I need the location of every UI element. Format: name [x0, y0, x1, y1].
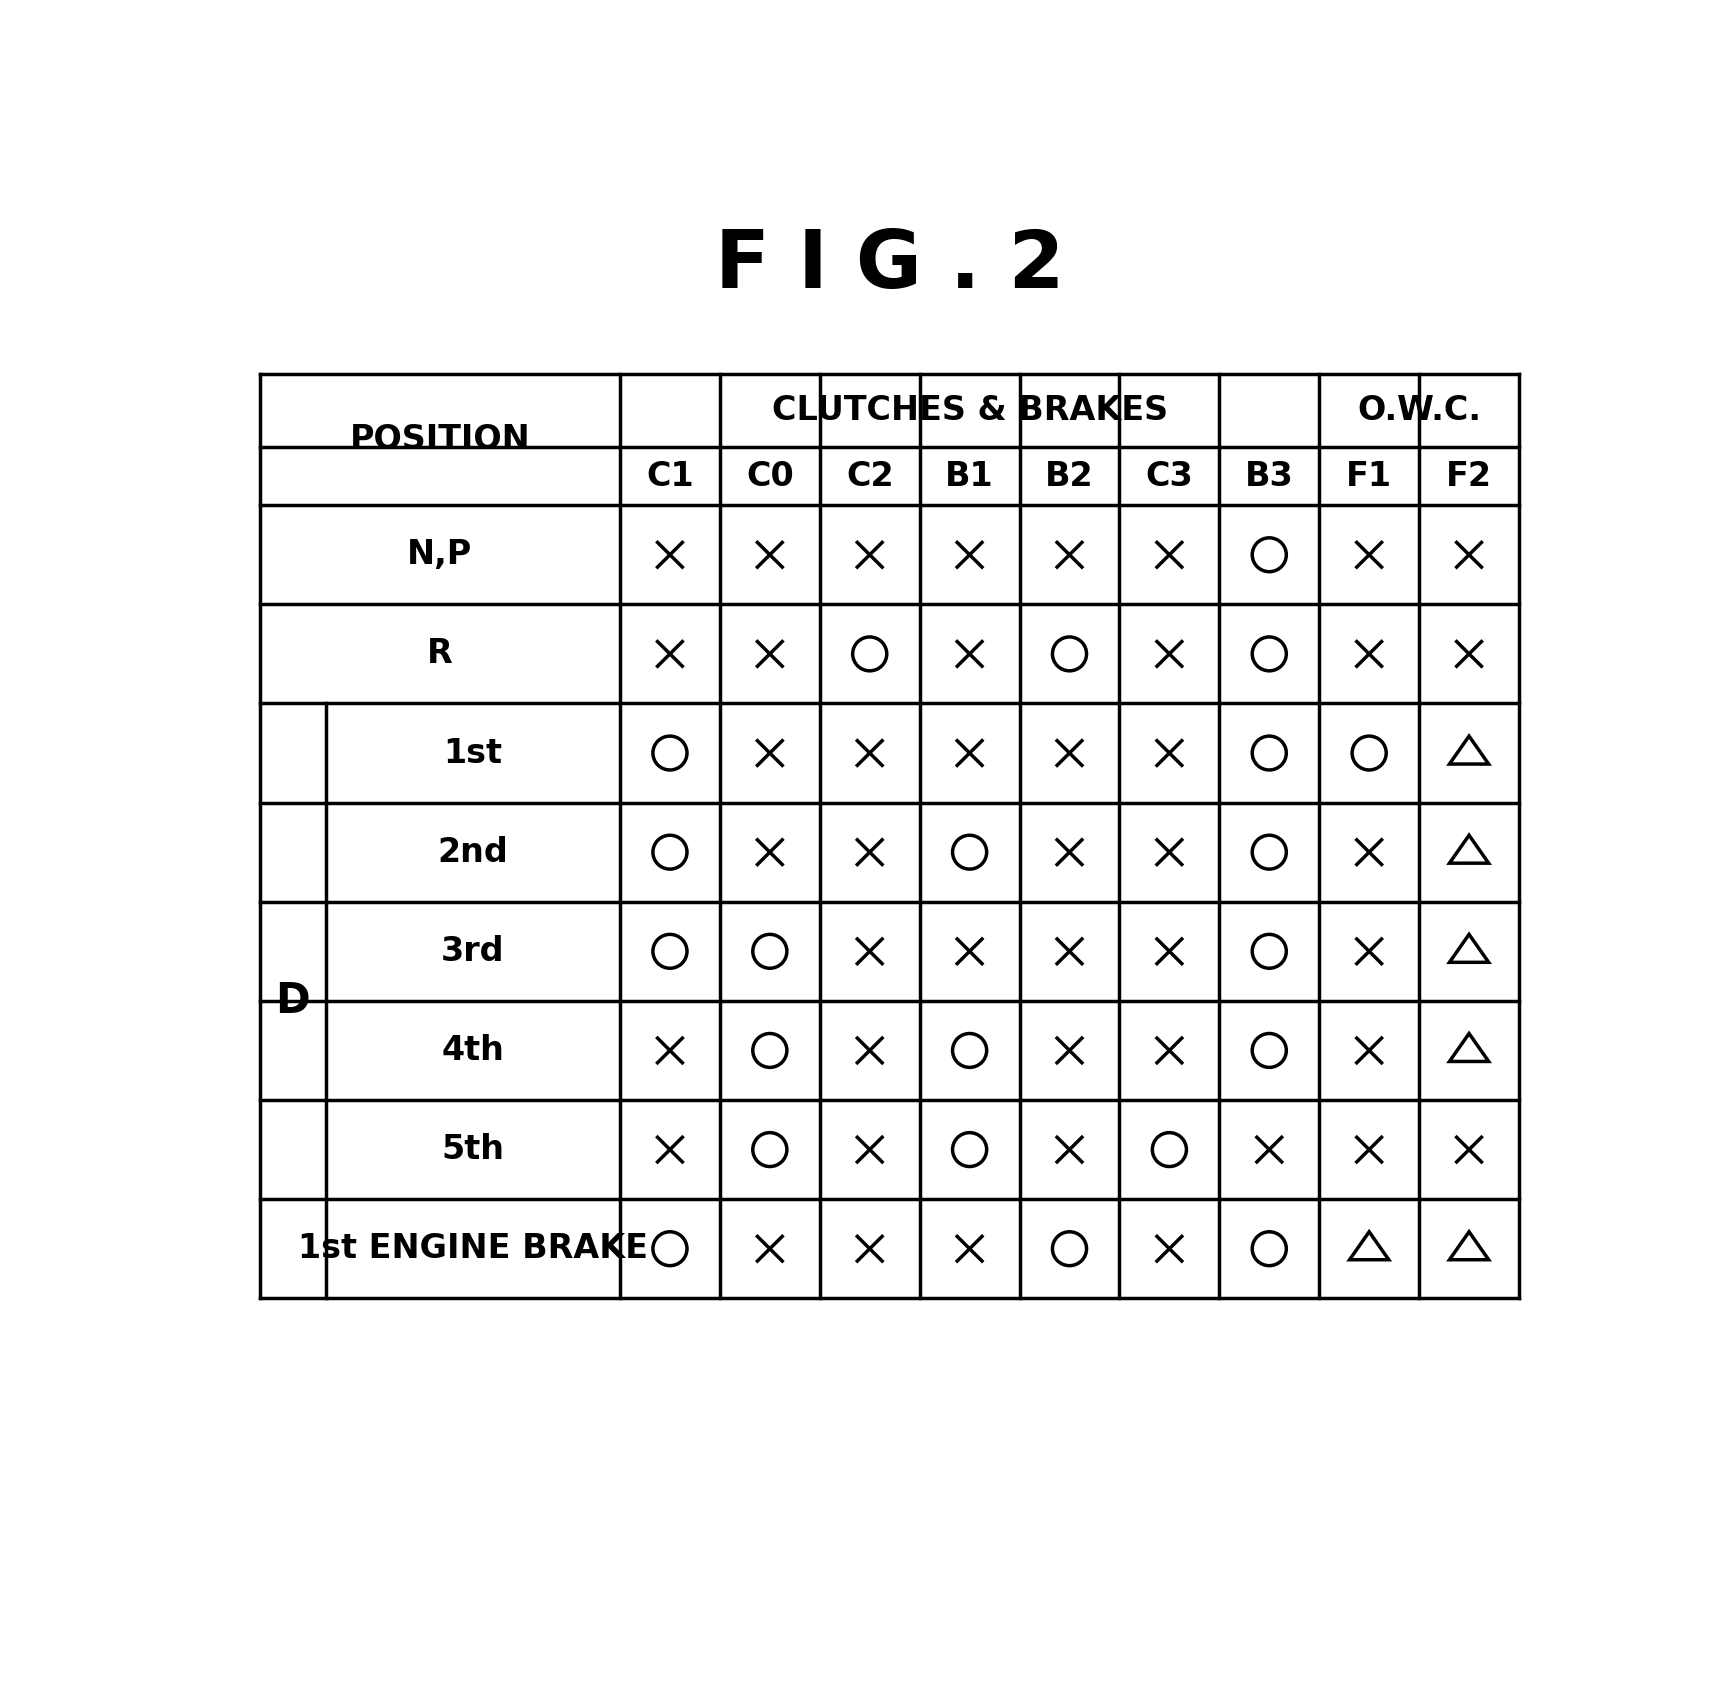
Text: C0: C0 [746, 459, 793, 493]
Text: 3rd: 3rd [441, 936, 505, 968]
Text: CLUTCHES & BRAKES: CLUTCHES & BRAKES [771, 395, 1168, 427]
Text: 2nd: 2nd [437, 835, 509, 869]
Text: B2: B2 [1045, 459, 1094, 493]
Text: N,P: N,P [408, 538, 472, 572]
Text: B3: B3 [1245, 459, 1293, 493]
Text: B1: B1 [946, 459, 995, 493]
Text: C2: C2 [845, 459, 894, 493]
Text: 4th: 4th [441, 1034, 503, 1067]
Text: F I G . 2: F I G . 2 [715, 228, 1064, 306]
Text: POSITION: POSITION [349, 424, 529, 456]
Text: C1: C1 [646, 459, 694, 493]
Text: D: D [276, 980, 309, 1022]
Text: 1st: 1st [443, 737, 502, 769]
Text: 1st ENGINE BRAKE: 1st ENGINE BRAKE [299, 1232, 648, 1266]
Text: O.W.C.: O.W.C. [1358, 395, 1481, 427]
Text: R: R [427, 638, 453, 670]
Text: F1: F1 [1345, 459, 1392, 493]
Text: F2: F2 [1446, 459, 1491, 493]
Text: 5th: 5th [441, 1133, 503, 1167]
Text: C3: C3 [1146, 459, 1193, 493]
